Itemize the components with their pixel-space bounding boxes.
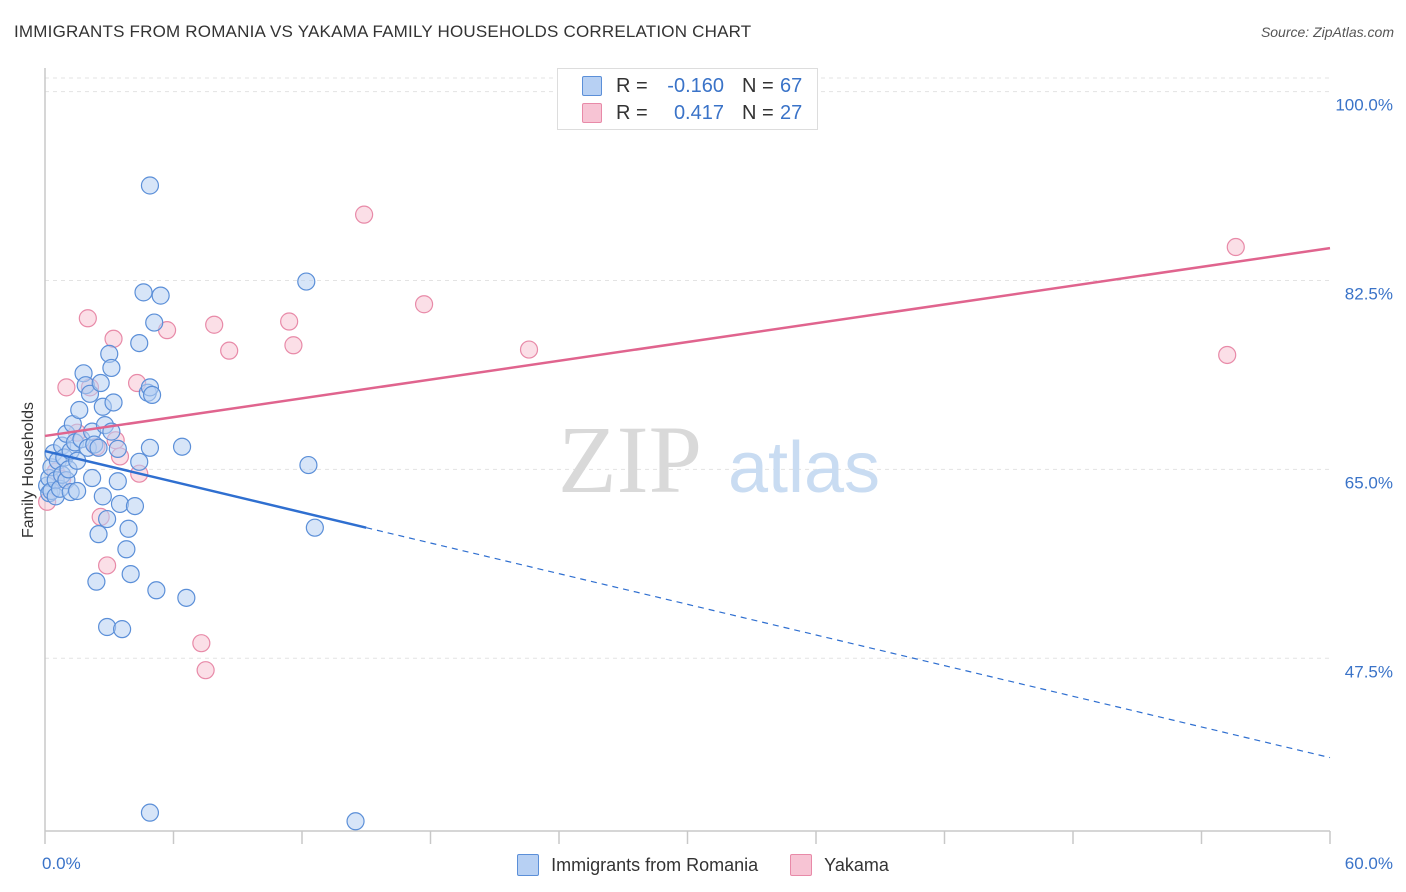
romania-point bbox=[91, 373, 110, 393]
romania-point bbox=[140, 438, 160, 457]
romania-point bbox=[108, 439, 127, 458]
romania-point bbox=[119, 519, 138, 538]
y-tick-label: 82.5% bbox=[1345, 284, 1393, 303]
n-label: N = bbox=[742, 74, 774, 97]
stats-legend: R = -0.160 N = 67 R = 0.417 N = 27 bbox=[557, 68, 818, 130]
romania-point bbox=[110, 494, 130, 514]
yakama-point bbox=[196, 661, 215, 680]
romania-point bbox=[98, 617, 117, 637]
romania-points bbox=[38, 176, 365, 831]
romania-point bbox=[102, 358, 121, 378]
romania-point bbox=[117, 540, 136, 559]
yakama-point bbox=[280, 312, 299, 331]
yakama-swatch bbox=[582, 103, 602, 123]
romania-point bbox=[305, 518, 324, 537]
romania-point bbox=[125, 496, 145, 516]
grid-lines bbox=[45, 77, 1330, 659]
romania-point bbox=[93, 487, 112, 506]
romania-point bbox=[172, 437, 192, 456]
series-legend: Immigrants from Romania Yakama bbox=[0, 851, 1406, 879]
romania-point bbox=[104, 393, 123, 412]
romania-point bbox=[89, 525, 108, 544]
legend-label-yakama: Yakama bbox=[824, 854, 889, 875]
axes bbox=[44, 68, 1331, 844]
trend-lines bbox=[44, 246, 1331, 759]
romania-point bbox=[70, 400, 89, 420]
y-tick-label: 47.5% bbox=[1345, 662, 1393, 681]
romania-swatch bbox=[582, 76, 602, 96]
romania-point bbox=[68, 481, 87, 501]
r-label: R = bbox=[616, 74, 648, 97]
stats-row-yakama: R = 0.417 N = 27 bbox=[582, 100, 802, 126]
romania-trend-line bbox=[44, 449, 367, 529]
n-value: 67 bbox=[780, 74, 803, 97]
yakama-point bbox=[1218, 345, 1237, 365]
x-tick-label: 0.0% bbox=[42, 854, 81, 873]
yakama-point bbox=[78, 309, 97, 328]
yakama-point bbox=[355, 205, 374, 224]
y-tick-label: 100.0% bbox=[1335, 96, 1393, 115]
yakama-trend-line bbox=[44, 246, 1331, 438]
romania-point bbox=[140, 803, 160, 822]
n-label: N = bbox=[742, 101, 774, 124]
romania-point bbox=[297, 272, 316, 291]
legend-item-romania[interactable]: Immigrants from Romania bbox=[517, 854, 758, 876]
romania-point bbox=[87, 572, 106, 591]
romania-point bbox=[147, 581, 166, 600]
legend-label-romania: Immigrants from Romania bbox=[551, 854, 759, 875]
r-value: 0.417 bbox=[673, 101, 724, 124]
romania-point bbox=[151, 286, 170, 305]
yakama-swatch bbox=[790, 854, 813, 876]
yakama-point bbox=[57, 378, 76, 397]
romania-point bbox=[130, 452, 149, 471]
yakama-point bbox=[98, 556, 117, 575]
yakama-point bbox=[192, 634, 211, 653]
yakama-point bbox=[220, 341, 239, 360]
romania-point bbox=[108, 472, 127, 491]
chart-title: IMMIGRANTS FROM ROMANIA VS YAKAMA FAMILY… bbox=[14, 22, 752, 41]
r-value: -0.160 bbox=[667, 74, 724, 97]
romania-point bbox=[145, 313, 164, 332]
romania-point bbox=[80, 384, 100, 403]
yakama-point bbox=[519, 340, 539, 359]
r-label: R = bbox=[616, 101, 648, 124]
romania-point bbox=[177, 588, 196, 607]
romania-point bbox=[142, 385, 162, 405]
legend-item-yakama[interactable]: Yakama bbox=[790, 854, 889, 876]
yakama-point bbox=[104, 329, 123, 348]
romania-swatch bbox=[517, 854, 540, 876]
source-note: Source: ZipAtlas.com bbox=[1260, 24, 1394, 40]
romania-point bbox=[98, 509, 117, 529]
y-tick-label: 65.0% bbox=[1345, 473, 1393, 492]
x-tick-label: 60.0% bbox=[1345, 854, 1393, 873]
yakama-point bbox=[414, 295, 434, 314]
romania-point bbox=[346, 812, 365, 831]
yakama-point bbox=[205, 315, 224, 334]
watermark-zip: ZIP bbox=[558, 406, 702, 513]
n-value: 27 bbox=[780, 101, 803, 124]
watermark-atlas: atlas bbox=[728, 428, 880, 508]
romania-point bbox=[83, 468, 102, 488]
romania-point bbox=[121, 564, 140, 584]
romania-point bbox=[112, 620, 132, 639]
romania-point bbox=[134, 283, 153, 302]
romania-trend-extension bbox=[366, 527, 1331, 759]
yakama-point bbox=[1226, 237, 1245, 257]
romania-point bbox=[299, 455, 318, 475]
stats-row-romania: R = -0.160 N = 67 bbox=[582, 73, 802, 99]
romania-point bbox=[140, 176, 160, 195]
y-axis-label: Family Households bbox=[20, 401, 37, 539]
yakama-point bbox=[284, 336, 303, 355]
romania-point bbox=[130, 333, 149, 353]
romania-point bbox=[89, 438, 108, 457]
tick-labels: 100.0% 82.5% 65.0% 47.5% 0.0% 60.0% bbox=[42, 96, 1393, 873]
